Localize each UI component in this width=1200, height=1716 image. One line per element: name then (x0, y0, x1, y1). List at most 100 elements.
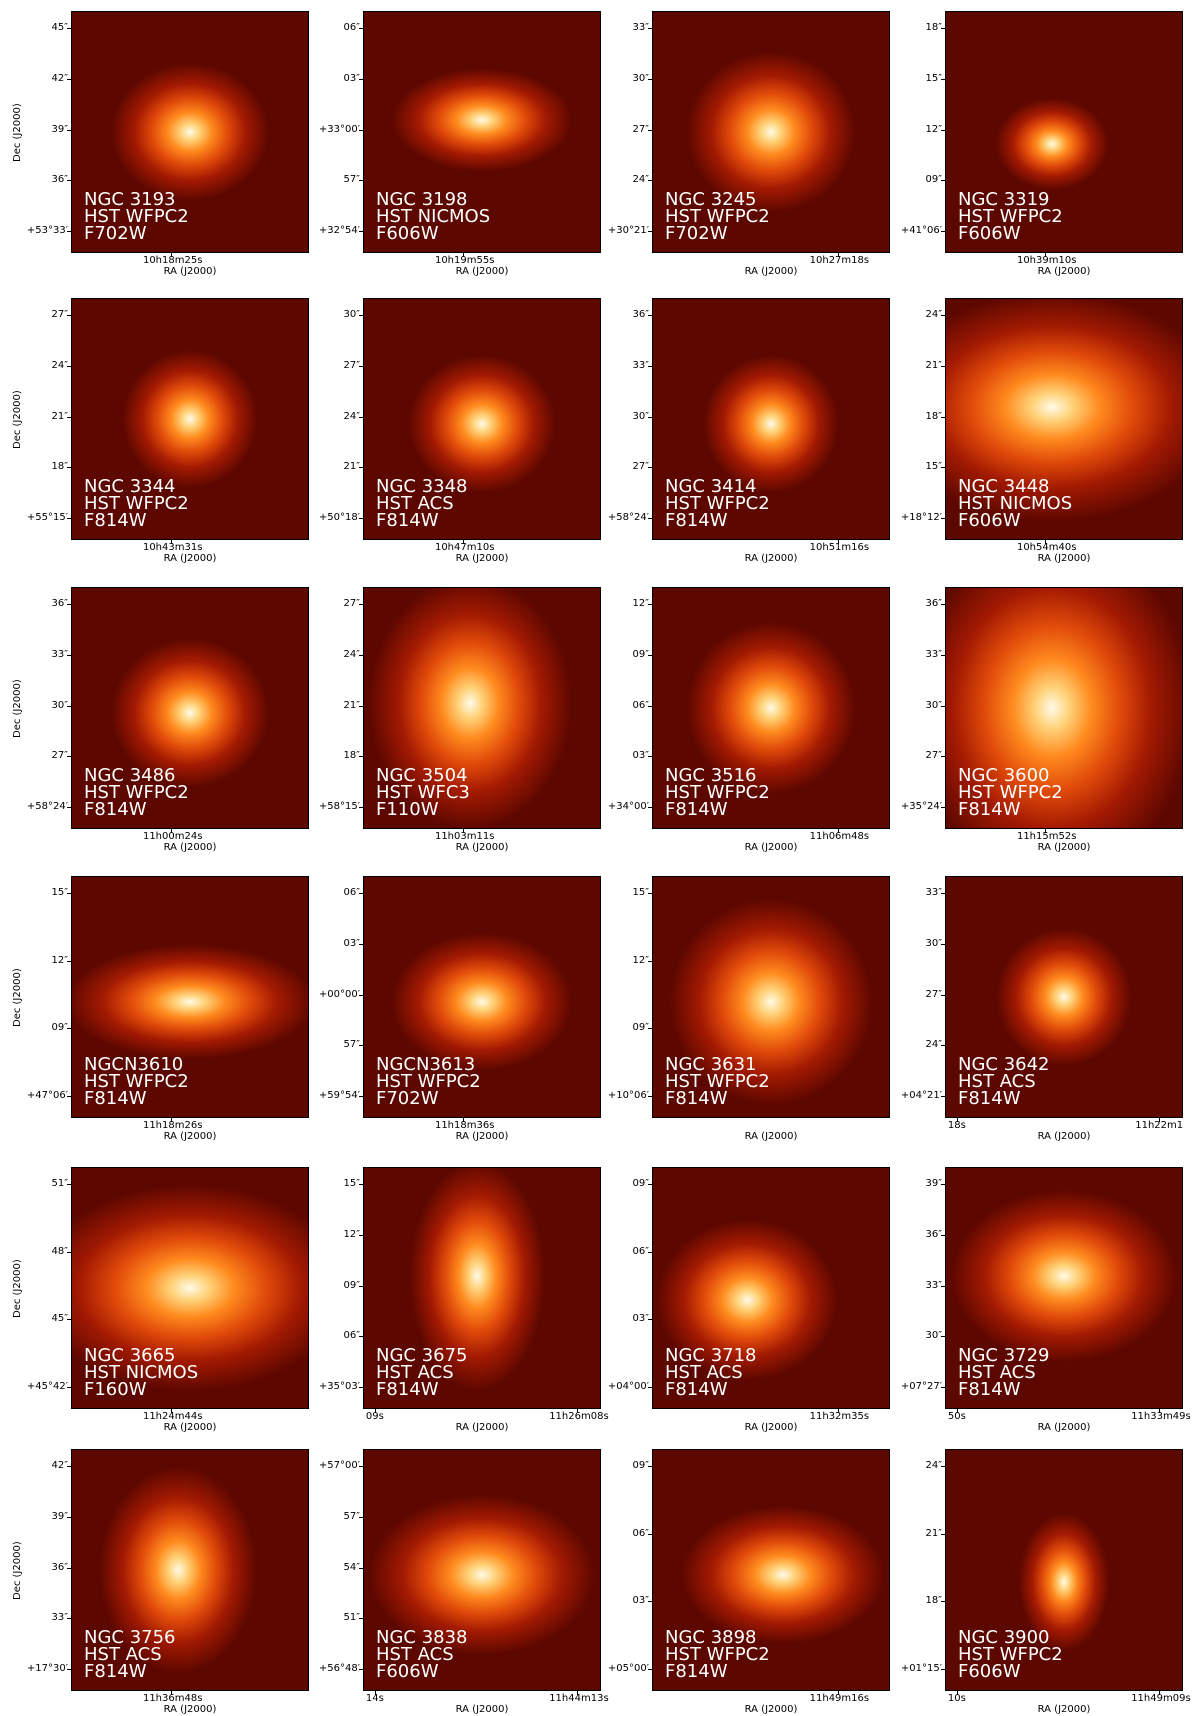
y-tick-label: +34°00′ (607, 801, 649, 813)
y-tick (941, 705, 945, 707)
y-tick-label: 30″ (925, 937, 942, 949)
x-axis-label: RA (J2000) (455, 1704, 509, 1715)
x-tick (1159, 1691, 1161, 1695)
y-tick-label: 12″ (51, 954, 68, 966)
y-tick-label: 18″ (925, 410, 942, 422)
y-tick (67, 1028, 71, 1030)
x-axis-label: RA (J2000) (163, 553, 217, 564)
y-tick-label: +35°24′ (900, 801, 942, 813)
y-tick-label: +56°48′ (318, 1663, 360, 1675)
y-tick-label: 33″ (925, 886, 942, 898)
panel-label: NGC 3718 HST ACS F814W (665, 1347, 757, 1399)
y-tick-label: 42″ (51, 1459, 68, 1471)
y-tick-label: 36″ (51, 597, 68, 609)
y-tick (648, 1465, 652, 1467)
y-tick-label: 06″ (632, 1245, 649, 1257)
y-tick-label: 27″ (51, 308, 68, 320)
x-tick-label: 11h15m52s (1016, 831, 1077, 842)
y-tick-label: +59°54′ (318, 1090, 360, 1102)
y-tick (359, 180, 363, 182)
y-tick-label: 48″ (51, 1245, 68, 1257)
galaxy-image: NGC 3718 HST ACS F814W (652, 1167, 890, 1409)
x-tick-label: 11h36m48s (142, 1693, 203, 1704)
y-tick (941, 943, 945, 945)
y-tick-label: 24″ (343, 648, 360, 660)
y-tick (648, 1096, 652, 1098)
x-tick (374, 1691, 376, 1695)
x-tick (374, 1409, 376, 1413)
x-axis-label: RA (J2000) (163, 842, 217, 853)
label-line: NGC 3516 (665, 765, 757, 786)
y-tick (67, 129, 71, 131)
y-tick (67, 314, 71, 316)
y-axis-label: Dec (J2000) (12, 968, 23, 1027)
x-tick (1159, 1409, 1161, 1413)
y-tick (648, 1319, 652, 1321)
x-tick-label: 10h43m31s (142, 542, 203, 553)
y-tick (648, 1669, 652, 1671)
y-tick (67, 1183, 71, 1185)
y-tick (648, 654, 652, 656)
y-tick-label: 30″ (632, 72, 649, 84)
y-tick (359, 1669, 363, 1671)
y-tick (359, 1183, 363, 1185)
y-tick (359, 78, 363, 80)
y-tick-label: 06″ (632, 699, 649, 711)
y-tick (359, 705, 363, 707)
y-tick-label: 03″ (632, 1313, 649, 1325)
y-tick (67, 603, 71, 605)
panel-label: NGC 3504 HST WFC3 F110W (376, 767, 470, 819)
x-tick (956, 1118, 958, 1122)
x-axis-label: RA (J2000) (163, 1131, 217, 1142)
y-tick (359, 1387, 363, 1389)
y-tick-label: 27″ (343, 359, 360, 371)
label-line: F814W (84, 1088, 147, 1109)
label-line: F606W (376, 1661, 439, 1682)
label-line: F814W (376, 1379, 439, 1400)
y-tick (648, 1183, 652, 1185)
y-tick (67, 416, 71, 418)
y-tick-label: +55°15′ (26, 512, 68, 524)
y-tick-label: 24″ (632, 174, 649, 186)
galaxy-image: NGC 3486 HST WFPC2 F814W (71, 587, 309, 829)
x-tick-label: 11h24m44s (142, 1411, 203, 1422)
label-line: HST WFPC2 (84, 493, 189, 514)
x-axis-label: RA (J2000) (163, 1422, 217, 1433)
y-tick-label: 18″ (343, 750, 360, 762)
label-line: NGC 3198 (376, 189, 468, 210)
y-tick (941, 180, 945, 182)
galaxy-image: NGC 3900 HST WFPC2 F606W (945, 1449, 1183, 1691)
y-tick-label: 51″ (51, 1177, 68, 1189)
y-tick (359, 518, 363, 520)
y-tick-label: 03″ (632, 1595, 649, 1607)
y-tick-label: 30″ (51, 699, 68, 711)
panel-label: NGC 3600 HST WFPC2 F814W (958, 765, 1063, 819)
y-tick-label: 09″ (632, 1459, 649, 1471)
y-tick (67, 1251, 71, 1253)
y-tick (941, 994, 945, 996)
y-tick (359, 756, 363, 758)
y-tick-label: 21″ (51, 410, 68, 422)
label-line: F814W (665, 1661, 728, 1682)
label-line: HST WFPC2 (665, 493, 770, 514)
y-tick (648, 78, 652, 80)
y-tick-label: 03″ (343, 72, 360, 84)
y-tick (67, 756, 71, 758)
x-tick (462, 829, 464, 833)
panel-label: NGC 3448 HST NICMOS F606W (958, 478, 1072, 530)
y-tick (359, 1096, 363, 1098)
label-line: F814W (376, 510, 439, 531)
y-tick-label: 09″ (632, 648, 649, 660)
y-tick (941, 807, 945, 809)
panel-label: NGC 3245 HST WFPC2 F702W (665, 191, 770, 243)
label-line: NGCN3613 (376, 1054, 476, 1075)
label-line: F606W (958, 223, 1021, 244)
panel-label: NGC 3319 HST WFPC2 F606W (958, 191, 1063, 244)
galaxy-image: NGC 3245 HST WFPC2 F702W (652, 11, 890, 253)
label-line: NGC 3600 (958, 765, 1050, 786)
panel-label: NGC 3642 HST ACS F814W (958, 1056, 1050, 1108)
galaxy-image: NGC 3642 HST ACS F814W (945, 876, 1183, 1118)
galaxy-image: NGC 3504 HST WFC3 F110W (363, 587, 601, 829)
label-line: HST ACS (958, 1071, 1036, 1092)
x-tick (1044, 829, 1046, 833)
